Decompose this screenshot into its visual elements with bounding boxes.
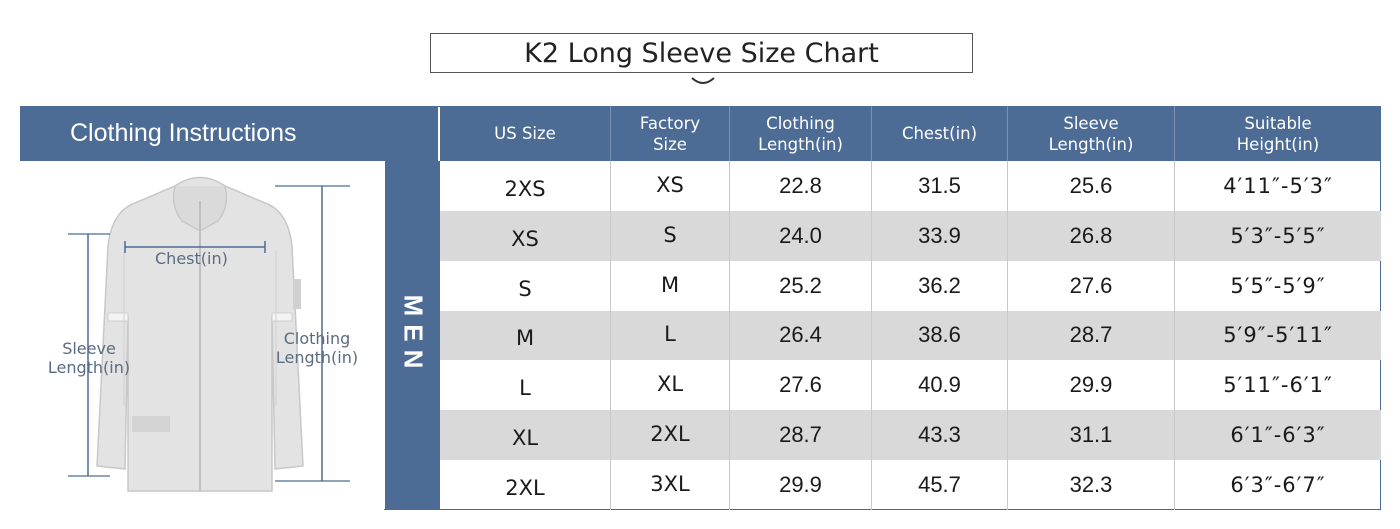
table-row: XS S 24.0 33.9 26.8 5′3″-5′5″: [440, 210, 1381, 261]
clothing-instructions-heading: Clothing Instructions: [20, 106, 438, 161]
table-row: 2XS XS 22.8 31.5 25.6 4′11″-5′3″: [440, 161, 1381, 211]
cell-sleeve-length: 31.1: [1008, 410, 1175, 461]
cell-factory-size: 3XL: [611, 460, 730, 510]
col-factory-size: Factory Size: [611, 106, 730, 161]
chest-label: Chest(in): [155, 249, 228, 268]
jacket-illustration-icon: [68, 176, 350, 492]
col-suitable-height: Suitable Height(in): [1236, 113, 1320, 154]
col-chest: Chest(in): [872, 106, 1008, 161]
cell-suitable-height: 5′5″-5′9″: [1230, 273, 1326, 298]
cell-suitable-height: 6′3″-6′7″: [1230, 472, 1326, 497]
clothing-length-label-line2: Length(in): [275, 348, 359, 367]
cell-factory-size: S: [611, 210, 730, 261]
cell-us-size: M: [440, 310, 611, 361]
cell-clothing-length: 29.9: [730, 460, 872, 510]
cell-suitable-height: 5′11″-6′1″: [1223, 373, 1333, 398]
clothing-length-label: Clothing Length(in): [270, 329, 364, 367]
cell-us-size: 2XL: [440, 460, 611, 510]
cell-chest: 33.9: [872, 210, 1008, 261]
cell-chest: 36.2: [872, 260, 1008, 311]
table-row: S M 25.2 36.2 27.6 5′5″-5′9″: [440, 260, 1381, 311]
gender-label: MEN: [398, 294, 428, 377]
cell-sleeve-length: 27.6: [1008, 260, 1175, 311]
cell-us-size: XS: [440, 210, 611, 261]
cell-factory-size: L: [611, 310, 730, 361]
cell-clothing-length: 26.4: [730, 310, 872, 361]
cell-sleeve-length: 29.9: [1008, 360, 1175, 411]
gender-band: MEN: [385, 161, 440, 510]
col-us-size: US Size: [440, 106, 611, 161]
cell-us-size: S: [440, 260, 611, 311]
col-clothing-length: Clothing Length(in): [730, 106, 872, 161]
cell-sleeve-length: 32.3: [1008, 460, 1175, 510]
cell-factory-size: M: [611, 260, 730, 311]
cell-suitable-height: 5′3″-5′5″: [1230, 223, 1326, 248]
cell-chest: 40.9: [872, 360, 1008, 411]
cell-factory-size: XS: [611, 161, 730, 211]
cell-suitable-height: 6′1″-6′3″: [1230, 423, 1326, 448]
clothing-length-label-line1: Clothing: [283, 329, 351, 348]
cell-suitable-height: 5′9″-5′11″: [1223, 323, 1333, 348]
cell-chest: 31.5: [872, 161, 1008, 211]
cell-sleeve-length: 28.7: [1008, 310, 1175, 361]
cell-us-size: L: [440, 360, 611, 411]
cell-factory-size: 2XL: [611, 410, 730, 461]
table-header: US Size Factory Size Clothing Length(in)…: [440, 106, 1381, 161]
cell-clothing-length: 27.6: [730, 360, 872, 411]
sleeve-length-label-line2: Length(in): [47, 358, 131, 377]
cell-clothing-length: 28.7: [730, 410, 872, 461]
cell-clothing-length: 25.2: [730, 260, 872, 311]
cell-sleeve-length: 26.8: [1008, 210, 1175, 261]
col-sleeve-length: Sleeve Length(in): [1008, 106, 1175, 161]
cell-clothing-length: 22.8: [730, 161, 872, 211]
sleeve-length-label-line1: Sleeve: [62, 339, 116, 358]
sleeve-length-label: Sleeve Length(in): [45, 339, 133, 377]
table-row: L XL 27.6 40.9 29.9 5′11″-6′1″: [440, 360, 1381, 411]
table-row: M L 26.4 38.6 28.7 5′9″-5′11″: [440, 310, 1381, 361]
cell-sleeve-length: 25.6: [1008, 161, 1175, 211]
cell-us-size: 2XS: [440, 161, 611, 211]
jacket-illustration-area: Chest(in) Sleeve Length(in) Clothing Len…: [20, 161, 384, 510]
cell-chest: 45.7: [872, 460, 1008, 510]
chevron-decoration-icon: [691, 77, 715, 84]
chart-title: K2 Long Sleeve Size Chart: [430, 33, 973, 73]
cell-suitable-height: 4′11″-5′3″: [1223, 173, 1333, 198]
cell-chest: 38.6: [872, 310, 1008, 361]
cell-factory-size: XL: [611, 360, 730, 411]
cell-us-size: XL: [440, 410, 611, 461]
table-row: XL 2XL 28.7 43.3 31.1 6′1″-6′3″: [440, 410, 1381, 461]
table-row: 2XL 3XL 29.9 45.7 32.3 6′3″-6′7″: [440, 460, 1381, 510]
cell-clothing-length: 24.0: [730, 210, 872, 261]
size-table-body: 2XS XS 22.8 31.5 25.6 4′11″-5′3″ XS S 24…: [440, 161, 1381, 510]
cell-chest: 43.3: [872, 410, 1008, 461]
